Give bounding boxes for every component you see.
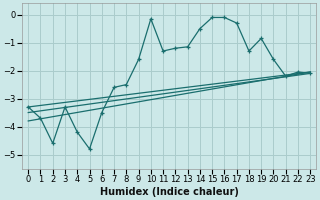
X-axis label: Humidex (Indice chaleur): Humidex (Indice chaleur) <box>100 187 239 197</box>
